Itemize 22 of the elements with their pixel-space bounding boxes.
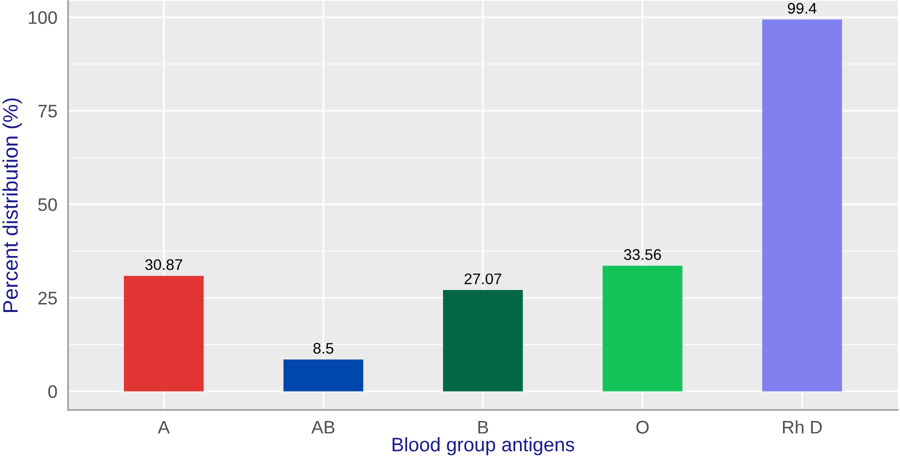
data-label: 8.5 [313,342,334,354]
data-label: 99.4 [788,2,817,14]
x-tick-label: B [478,420,488,434]
y-tick-label: 75 [38,104,57,118]
x-tick-label: O [636,420,649,434]
y-tick-label: 0 [48,385,57,398]
bar [602,266,682,392]
x-tick-label: AB [311,420,334,434]
bar [124,276,204,392]
y-axis-title: Percent distribution (%) [2,98,22,312]
x-tick-label: A [158,420,170,434]
bar [443,290,523,392]
data-label: 27.07 [464,273,502,284]
data-label: 33.56 [624,249,661,260]
x-tick-label: Rh D [783,420,822,434]
y-tick-label: 100 [28,11,57,24]
data-label: 30.87 [145,259,182,270]
y-tick-label: 50 [38,198,57,212]
bar [283,360,364,392]
x-axis-title: Blood group antigens [392,437,574,456]
y-tick-label: 25 [38,292,57,305]
bar [762,20,842,392]
